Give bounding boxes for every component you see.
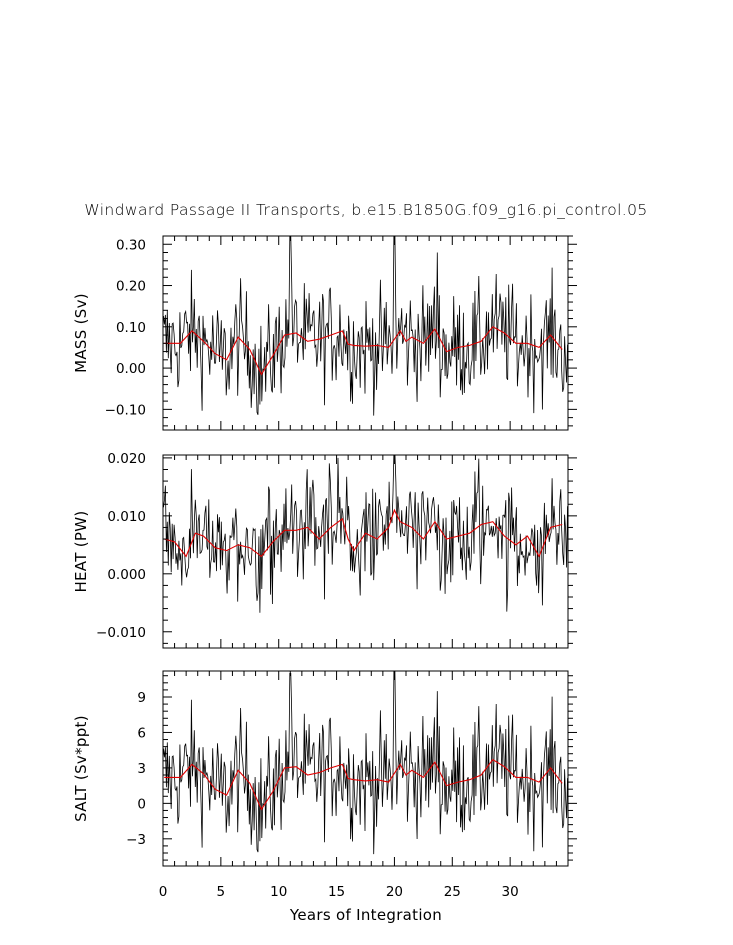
x-tick-label: 10 (270, 884, 287, 900)
y-tick-label: 6 (137, 725, 146, 741)
y-tick-label: 0.010 (107, 509, 146, 525)
y-axis-label: MASS (Sv) (72, 293, 90, 373)
smoothed-series-line (164, 758, 563, 811)
y-tick-label: −0.10 (105, 402, 146, 418)
panel-mass: −0.10 0.00 0.10 0.20 0.30 MASS (Sv) (72, 235, 577, 431)
y-tick-label: 0.000 (107, 567, 146, 583)
smoothed-series-line (164, 326, 563, 376)
y-tick-label: 0.00 (116, 361, 146, 377)
y-tick-label: 0.10 (116, 320, 146, 336)
y-tick-label: 3 (137, 761, 146, 777)
y-tick-label: 0.30 (116, 237, 146, 253)
x-tick-label: 30 (502, 884, 519, 900)
x-tick-label: 25 (444, 884, 461, 900)
raw-series-line (163, 455, 568, 613)
x-tick-label: 5 (217, 884, 226, 900)
y-tick-label: 9 (137, 690, 146, 706)
plot-frame (162, 235, 569, 431)
plot-frame (162, 454, 569, 649)
raw-series-line (163, 671, 568, 855)
y-tick-label: −3 (126, 832, 146, 848)
plot-frame (162, 670, 569, 867)
x-tick-label: 20 (386, 884, 403, 900)
x-tick-label: 15 (328, 884, 345, 900)
y-axis-label: SALT (Sv*ppt) (72, 715, 90, 822)
panel-salt: −3 0 3 6 9 0 5 10 15 20 25 30 SALT (Sv*ppt) (72, 670, 577, 900)
y-tick-label: 0.020 (107, 451, 146, 467)
raw-series-line (163, 236, 568, 416)
x-axis-label: Years of Integration (289, 906, 442, 924)
y-tick-label: −0.010 (96, 625, 146, 641)
panel-heat: −0.010 0.000 0.010 0.020 HEAT (PW) (72, 451, 577, 649)
figure-title: Windward Passage II Transports, b.e15.B1… (84, 201, 647, 219)
y-axis-label: HEAT (PW) (72, 510, 90, 592)
y-tick-label: 0 (137, 796, 146, 812)
smoothed-series-line (164, 508, 563, 558)
y-tick-label: 0.20 (116, 279, 146, 295)
x-tick-label: 0 (159, 884, 168, 900)
